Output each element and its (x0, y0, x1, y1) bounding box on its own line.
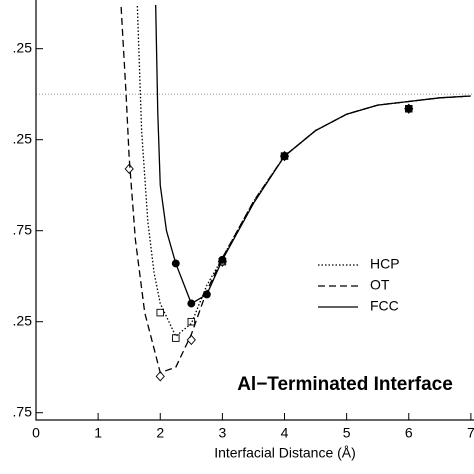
marker (280, 152, 289, 161)
y-tick-label: .25 (13, 39, 33, 55)
marker (187, 299, 196, 308)
marker (172, 334, 180, 342)
marker (187, 317, 196, 326)
x-axis-label: Interfacial Distance (Å) (214, 445, 356, 461)
y-tick-label: .75 (13, 403, 33, 419)
marker (202, 290, 211, 299)
y-tick-label: .25 (13, 312, 33, 328)
plot-frame (35, 0, 474, 421)
y-tick-label: .75 (13, 221, 33, 237)
x-tick-label: 5 (343, 425, 351, 441)
annotation: Al−Terminated Interface (237, 374, 453, 395)
line-series (155, 5, 471, 305)
marker (218, 255, 227, 264)
legend-label: FCC (370, 298, 399, 314)
x-tick-label: 7 (467, 425, 474, 441)
x-tick-label: 3 (218, 425, 226, 441)
x-tick-label: 4 (281, 425, 289, 441)
x-tick-label: 6 (405, 425, 413, 441)
marker (404, 104, 413, 113)
line-series (136, 5, 471, 338)
x-tick-label: 1 (94, 425, 102, 441)
marker (171, 259, 180, 268)
y-tick-label: .25 (13, 130, 33, 146)
marker (155, 371, 165, 382)
x-tick-label: 2 (156, 425, 164, 441)
x-tick-label: 0 (32, 425, 40, 441)
plot-area (36, 5, 474, 382)
marker (156, 308, 165, 317)
marker (124, 163, 134, 174)
marker (186, 334, 196, 346)
line-series (120, 5, 471, 374)
legend-label: OT (370, 277, 390, 293)
legend-label: HCP (370, 256, 400, 272)
